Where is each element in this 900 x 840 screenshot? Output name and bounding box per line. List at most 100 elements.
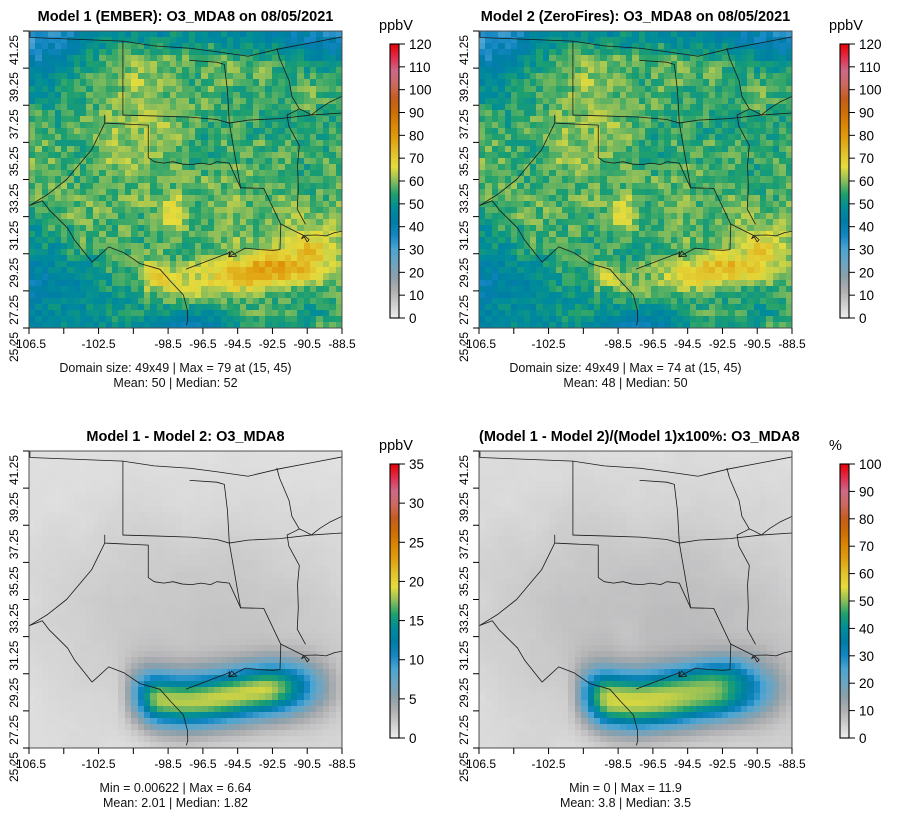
svg-text:-90.5: -90.5	[744, 337, 772, 351]
svg-text:27.25: 27.25	[457, 295, 471, 325]
svg-text:37.25: 37.25	[457, 529, 471, 559]
svg-text:90: 90	[859, 106, 874, 121]
svg-text:-88.5: -88.5	[778, 337, 806, 351]
svg-text:31.25: 31.25	[457, 640, 471, 670]
svg-text:0: 0	[859, 311, 867, 326]
svg-text:-98.5: -98.5	[154, 337, 182, 351]
svg-text:ppbV: ppbV	[379, 18, 413, 34]
svg-text:27.25: 27.25	[7, 715, 21, 745]
svg-text:-92.5: -92.5	[709, 757, 737, 771]
svg-text:40: 40	[859, 220, 874, 235]
svg-text:-102.5: -102.5	[532, 337, 566, 351]
svg-text:-98.5: -98.5	[604, 757, 632, 771]
svg-text:41.25: 41.25	[457, 35, 471, 65]
svg-text:100: 100	[859, 83, 882, 98]
svg-text:35.25: 35.25	[7, 146, 21, 176]
svg-text:33.25: 33.25	[457, 183, 471, 213]
svg-text:35.25: 35.25	[7, 566, 21, 596]
svg-text:110: 110	[859, 60, 881, 75]
svg-text:-96.5: -96.5	[189, 337, 217, 351]
svg-text:25.25: 25.25	[457, 752, 471, 782]
svg-text:0: 0	[859, 731, 867, 746]
svg-text:37.25: 37.25	[7, 109, 21, 139]
svg-text:70: 70	[409, 151, 424, 166]
svg-text:31.25: 31.25	[457, 220, 471, 250]
svg-text:-92.5: -92.5	[259, 757, 287, 771]
svg-text:60: 60	[859, 567, 874, 582]
svg-text:41.25: 41.25	[7, 35, 21, 65]
svg-text:10: 10	[409, 288, 424, 303]
svg-text:-98.5: -98.5	[604, 337, 632, 351]
svg-text:40: 40	[409, 220, 424, 235]
svg-text:ppbV: ppbV	[379, 438, 413, 454]
svg-text:%: %	[829, 438, 842, 454]
svg-text:30: 30	[409, 496, 424, 511]
svg-text:-88.5: -88.5	[328, 337, 356, 351]
svg-text:90: 90	[409, 106, 424, 121]
svg-text:31.25: 31.25	[7, 640, 21, 670]
svg-text:80: 80	[859, 128, 874, 143]
svg-text:-96.5: -96.5	[189, 757, 217, 771]
svg-text:-96.5: -96.5	[639, 757, 667, 771]
svg-text:80: 80	[409, 128, 424, 143]
svg-text:-88.5: -88.5	[328, 757, 356, 771]
svg-text:10: 10	[409, 653, 424, 668]
svg-text:20: 20	[409, 265, 424, 280]
svg-text:-102.5: -102.5	[82, 337, 116, 351]
svg-text:39.25: 39.25	[7, 72, 21, 102]
svg-text:35: 35	[409, 457, 424, 472]
svg-text:25.25: 25.25	[7, 332, 21, 362]
svg-text:41.25: 41.25	[457, 455, 471, 485]
svg-text:50: 50	[859, 594, 874, 609]
svg-text:20: 20	[409, 574, 424, 589]
svg-text:-102.5: -102.5	[82, 757, 116, 771]
svg-text:39.25: 39.25	[7, 492, 21, 522]
svg-text:33.25: 33.25	[7, 183, 21, 213]
svg-text:-90.5: -90.5	[294, 337, 322, 351]
svg-text:-98.5: -98.5	[154, 757, 182, 771]
svg-text:-94.5: -94.5	[674, 757, 702, 771]
svg-text:25: 25	[409, 535, 424, 550]
svg-text:60: 60	[859, 174, 874, 189]
svg-text:25.25: 25.25	[7, 752, 21, 782]
svg-text:20: 20	[859, 265, 874, 280]
svg-text:30: 30	[409, 243, 424, 258]
svg-text:50: 50	[409, 197, 424, 212]
svg-text:30: 30	[859, 243, 874, 258]
svg-text:100: 100	[859, 457, 882, 472]
svg-text:25.25: 25.25	[457, 332, 471, 362]
svg-text:29.25: 29.25	[457, 257, 471, 287]
svg-text:-94.5: -94.5	[224, 757, 252, 771]
svg-text:ppbV: ppbV	[829, 18, 863, 34]
svg-text:-94.5: -94.5	[674, 337, 702, 351]
svg-text:40: 40	[859, 621, 874, 636]
svg-text:70: 70	[859, 539, 874, 554]
svg-text:27.25: 27.25	[457, 715, 471, 745]
svg-text:10: 10	[859, 288, 874, 303]
svg-text:35.25: 35.25	[457, 566, 471, 596]
svg-text:35.25: 35.25	[457, 146, 471, 176]
svg-text:60: 60	[409, 174, 424, 189]
svg-text:-92.5: -92.5	[259, 337, 287, 351]
svg-text:33.25: 33.25	[457, 603, 471, 633]
svg-text:41.25: 41.25	[7, 455, 21, 485]
svg-text:-92.5: -92.5	[709, 337, 737, 351]
svg-text:37.25: 37.25	[457, 109, 471, 139]
svg-text:80: 80	[859, 512, 874, 527]
svg-text:31.25: 31.25	[7, 220, 21, 250]
svg-text:70: 70	[859, 151, 874, 166]
svg-text:15: 15	[409, 614, 424, 629]
svg-text:27.25: 27.25	[7, 295, 21, 325]
svg-text:-88.5: -88.5	[778, 757, 806, 771]
svg-text:0: 0	[409, 731, 417, 746]
svg-text:29.25: 29.25	[457, 677, 471, 707]
svg-text:33.25: 33.25	[7, 603, 21, 633]
svg-text:5: 5	[409, 692, 417, 707]
svg-text:39.25: 39.25	[457, 492, 471, 522]
svg-text:10: 10	[859, 704, 874, 719]
svg-text:120: 120	[859, 37, 882, 52]
svg-text:90: 90	[859, 484, 874, 499]
svg-text:-102.5: -102.5	[532, 757, 566, 771]
svg-text:30: 30	[859, 649, 874, 664]
svg-text:-94.5: -94.5	[224, 337, 252, 351]
